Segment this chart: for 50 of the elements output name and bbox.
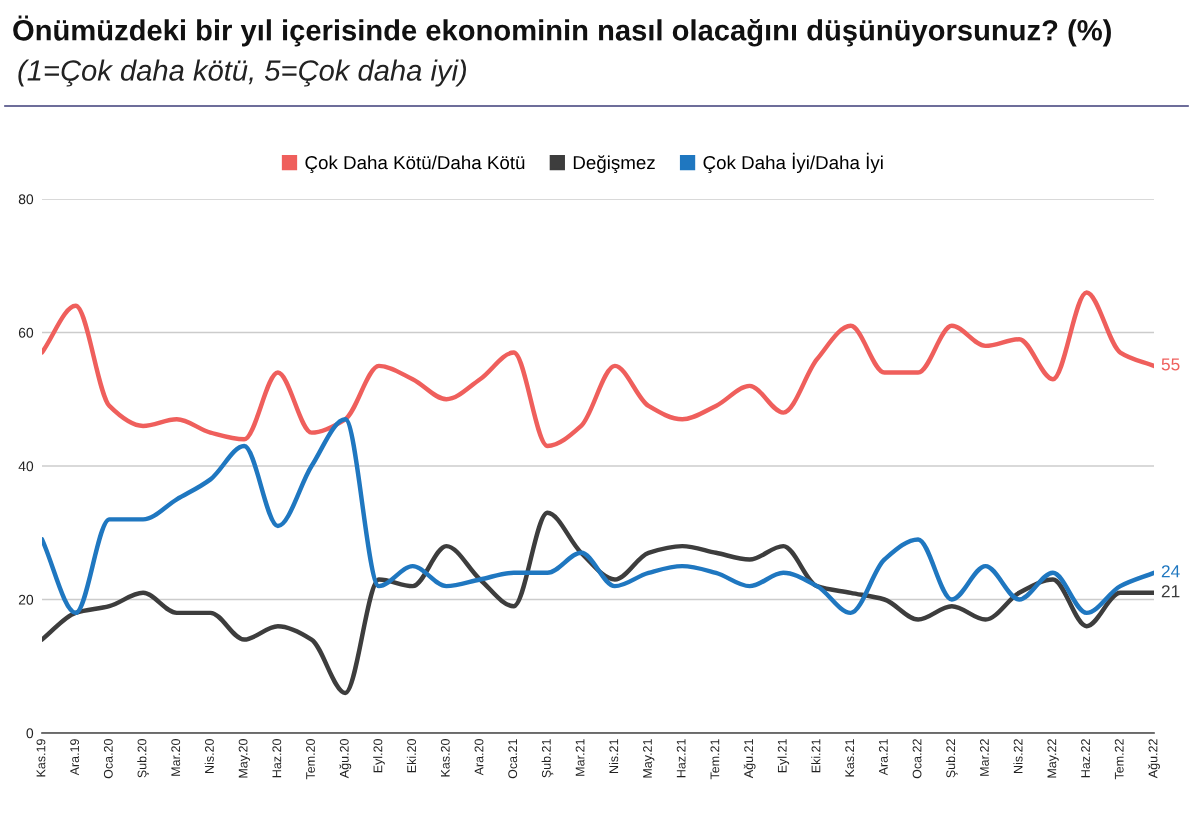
x-tick-label: Eki.20 bbox=[406, 739, 417, 773]
x-tick-label: Şub.22 bbox=[945, 739, 958, 778]
line-series bbox=[42, 510, 1154, 696]
x-tick-label: Ara.21 bbox=[878, 739, 888, 776]
x-tick-label: Şub.21 bbox=[541, 739, 554, 778]
chart-title: Önümüzdeki bir yıl içerisinde ekonominin nasıl olacağını düşünüyorsunuz? (%) bbox=[13, 15, 1111, 47]
x-tick-label: Tem.21 bbox=[710, 739, 720, 780]
x-tick-label: Eki.21 bbox=[811, 739, 821, 773]
x-tick-label: Ağu.20 bbox=[339, 739, 352, 779]
x-tick-label: Mar.22 bbox=[980, 739, 989, 776]
legend-label: Çok Daha Kötü/Daha Kötü bbox=[305, 155, 525, 174]
x-tick-label: Şub.20 bbox=[137, 739, 149, 778]
y-tick-label: 80 bbox=[18, 194, 34, 205]
x-tick-label: Nis.22 bbox=[1013, 739, 1023, 773]
x-tick-label: Oca.22 bbox=[912, 739, 922, 779]
line-series bbox=[42, 417, 1154, 616]
x-tick-label: Eyl.21 bbox=[777, 739, 790, 773]
x-tick-label: Mar.20 bbox=[171, 739, 181, 776]
x-tick-label: Ara.19 bbox=[70, 739, 80, 776]
data-label: 21 bbox=[1161, 585, 1180, 598]
x-tick-label: Oca.21 bbox=[508, 739, 518, 779]
x-tick-label: Nis.21 bbox=[609, 739, 619, 773]
data-label: 55 bbox=[1161, 358, 1180, 371]
x-tick-label: Haz.20 bbox=[272, 739, 282, 778]
x-tick-label: Kas.21 bbox=[845, 739, 855, 777]
x-tick-label: Tem.20 bbox=[306, 739, 315, 780]
chart-subtitle: (1=Çok daha kötü, 5=Çok daha iyi) bbox=[18, 59, 466, 87]
y-tick-label: 20 bbox=[18, 594, 34, 605]
x-tick-label: Haz.21 bbox=[676, 739, 686, 778]
x-tick-label: Oca.20 bbox=[103, 739, 113, 779]
x-tick-label: Ara.20 bbox=[474, 739, 484, 776]
legend-label: Değişmez bbox=[573, 155, 655, 174]
legend-label: Çok Daha İyi/Daha İyi bbox=[703, 152, 883, 174]
x-tick-label: Eyl.20 bbox=[373, 739, 385, 773]
x-tick-label: Tem.22 bbox=[1114, 739, 1124, 780]
line-series bbox=[42, 290, 1154, 449]
x-tick-label: May.21 bbox=[643, 739, 655, 778]
x-tick-label: May.20 bbox=[238, 739, 251, 778]
y-tick-label: 60 bbox=[18, 327, 34, 338]
x-tick-label: Ağu.21 bbox=[743, 739, 756, 779]
y-tick-label: 40 bbox=[18, 461, 34, 472]
x-tick-label: Nis.20 bbox=[204, 739, 214, 773]
x-tick-label: Ağu.22 bbox=[1148, 739, 1160, 779]
x-tick-label: Mar.21 bbox=[575, 739, 585, 776]
data-label: 24 bbox=[1161, 565, 1180, 578]
x-tick-label: Kas.20 bbox=[440, 739, 450, 777]
x-tick-label: Haz.22 bbox=[1081, 739, 1090, 778]
x-tick-label: May.22 bbox=[1047, 739, 1059, 778]
x-tick-label: Kas.19 bbox=[36, 739, 46, 777]
y-tick-label: 0 bbox=[26, 728, 34, 739]
